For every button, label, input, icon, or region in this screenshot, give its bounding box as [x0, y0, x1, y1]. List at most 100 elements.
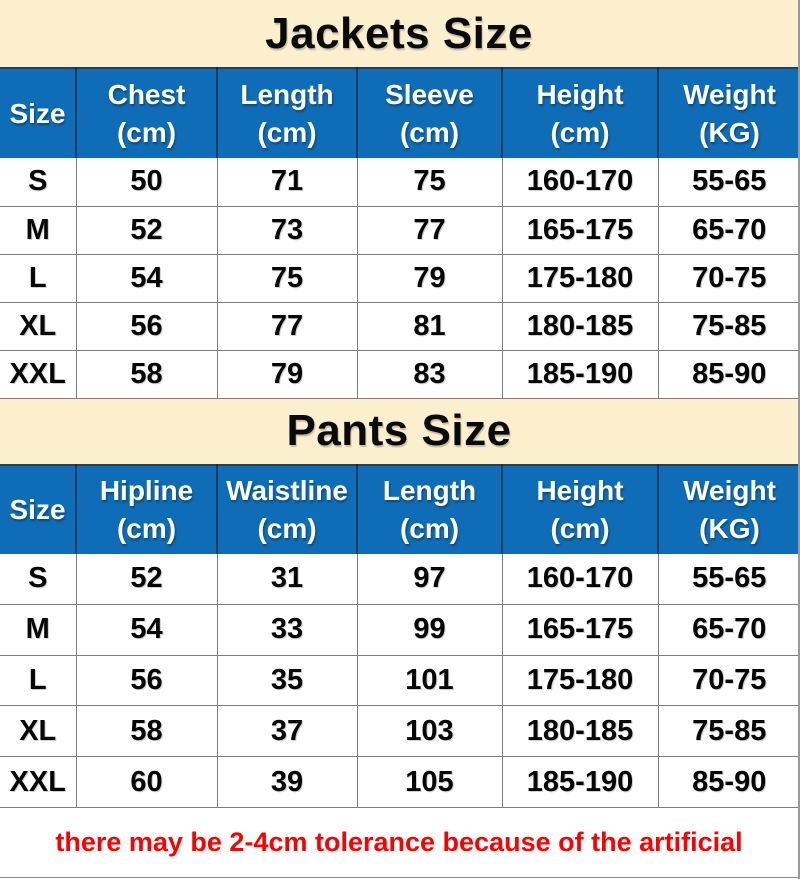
- column-header-label: Height: [536, 78, 624, 110]
- tolerance-note-text: there may be 2-4cm tolerance because of …: [55, 826, 743, 857]
- column-header-unit: (cm): [257, 116, 317, 148]
- table-cell: 105: [357, 756, 503, 808]
- table-cell: 39: [217, 756, 358, 808]
- column-header-unit: (cm): [116, 116, 177, 148]
- jackets-title-band: Jackets Size: [0, 0, 798, 67]
- table-cell: M: [0, 206, 77, 255]
- table-cell: L: [0, 254, 77, 303]
- table-row: L 56 35 101 175-180 70-75: [0, 655, 798, 707]
- column-header-height: Height (cm): [502, 463, 659, 554]
- table-cell: XXL: [0, 756, 77, 808]
- table-cell: XL: [0, 302, 77, 351]
- table-cell: 58: [76, 705, 218, 758]
- table-cell: 52: [76, 553, 218, 605]
- column-header-unit: (cm): [550, 512, 610, 544]
- table-cell: 56: [76, 302, 218, 351]
- table-row: XL 56 77 81 180-185 75-85: [0, 302, 798, 351]
- jackets-section: Jackets Size Size Chest (cm): [0, 0, 798, 399]
- table-cell: 185-190: [502, 350, 659, 399]
- table-row: M 54 33 99 165-175 65-70: [0, 604, 798, 656]
- column-header-label: Size: [9, 97, 66, 129]
- column-header-unit: (cm): [550, 116, 610, 148]
- table-cell: 81: [357, 302, 503, 351]
- table-cell: 77: [217, 302, 358, 351]
- table-cell: 60: [76, 756, 218, 808]
- table-cell: 70-75: [658, 254, 798, 303]
- table-cell: 101: [357, 655, 503, 707]
- table-cell: 165-175: [502, 206, 659, 255]
- pants-table: Size Hipline (cm) Waistline (cm) Length …: [0, 463, 798, 808]
- column-header-unit: (KG): [699, 116, 760, 148]
- column-header-label: Length: [382, 474, 477, 506]
- table-cell: 165-175: [502, 604, 659, 656]
- column-header-label: Chest: [107, 78, 186, 110]
- table-cell: 55-65: [658, 158, 798, 207]
- table-cell: 58: [76, 350, 218, 399]
- table-cell: 71: [217, 158, 358, 207]
- table-cell: 75: [217, 254, 358, 303]
- table-cell: 55-65: [658, 553, 798, 605]
- column-header-unit: (KG): [699, 512, 760, 544]
- table-cell: 65-70: [658, 604, 798, 656]
- table-cell: 175-180: [502, 254, 659, 303]
- table-cell: 85-90: [658, 350, 798, 399]
- column-header-label: Weight: [683, 78, 776, 110]
- table-cell: 75: [357, 158, 503, 207]
- table-cell: 77: [357, 206, 503, 255]
- column-header-size: Size: [0, 67, 77, 158]
- pants-section: Pants Size Size Hipline (cm): [0, 398, 798, 808]
- column-header-height: Height (cm): [502, 67, 659, 158]
- table-cell: 83: [357, 350, 503, 399]
- column-header-chest: Chest (cm): [76, 67, 218, 158]
- table-cell: 54: [76, 254, 218, 303]
- table-cell: 75-85: [658, 302, 798, 351]
- table-cell: 31: [217, 553, 358, 605]
- table-cell: 180-185: [502, 302, 659, 351]
- column-header-label: Length: [240, 78, 334, 110]
- table-cell: 52: [76, 206, 218, 255]
- jackets-header-row: Size Chest (cm) Length (cm) Sleeve (cm): [0, 67, 798, 158]
- column-header-unit: (cm): [399, 116, 460, 148]
- column-header-unit: (cm): [116, 512, 177, 544]
- column-header-size: Size: [0, 463, 77, 554]
- table-cell: 79: [357, 254, 503, 303]
- column-header-label: Height: [536, 474, 624, 506]
- column-header-label: Sleeve: [385, 78, 474, 110]
- column-header-weight: Weight (KG): [658, 463, 798, 554]
- table-cell: 54: [76, 604, 218, 656]
- column-header-label: Waistline: [226, 474, 348, 506]
- table-row: S 50 71 75 160-170 55-65: [0, 158, 798, 207]
- table-cell: S: [0, 158, 77, 207]
- table-cell: S: [0, 553, 77, 605]
- table-cell: M: [0, 604, 77, 656]
- table-cell: 56: [76, 655, 218, 707]
- column-header-label: Hipline: [99, 474, 194, 506]
- pants-header-row: Size Hipline (cm) Waistline (cm) Length …: [0, 463, 798, 554]
- table-cell: 175-180: [502, 655, 659, 707]
- table-cell: 70-75: [658, 655, 798, 707]
- column-header-length: Length (cm): [357, 463, 503, 554]
- table-cell: 65-70: [658, 206, 798, 255]
- table-row: S 52 31 97 160-170 55-65: [0, 553, 798, 605]
- table-cell: 33: [217, 604, 358, 656]
- pants-title: Pants Size: [286, 406, 512, 455]
- table-cell: L: [0, 655, 77, 707]
- table-cell: 97: [357, 553, 503, 605]
- jackets-table: Size Chest (cm) Length (cm) Sleeve (cm): [0, 67, 798, 399]
- table-cell: 79: [217, 350, 358, 399]
- tolerance-note: there may be 2-4cm tolerance because of …: [0, 807, 798, 878]
- table-cell: 35: [217, 655, 358, 707]
- column-header-length: Length (cm): [217, 67, 358, 158]
- table-cell: 85-90: [658, 756, 798, 808]
- table-cell: 37: [217, 705, 358, 758]
- table-row: XXL 58 79 83 185-190 85-90: [0, 350, 798, 399]
- column-header-hipline: Hipline (cm): [76, 463, 218, 554]
- table-cell: 185-190: [502, 756, 659, 808]
- table-row: M 52 73 77 165-175 65-70: [0, 206, 798, 255]
- table-cell: XL: [0, 705, 77, 758]
- column-header-waistline: Waistline (cm): [217, 463, 358, 554]
- table-cell: 160-170: [502, 553, 659, 605]
- column-header-label: Size: [9, 493, 66, 525]
- table-cell: XXL: [0, 350, 77, 399]
